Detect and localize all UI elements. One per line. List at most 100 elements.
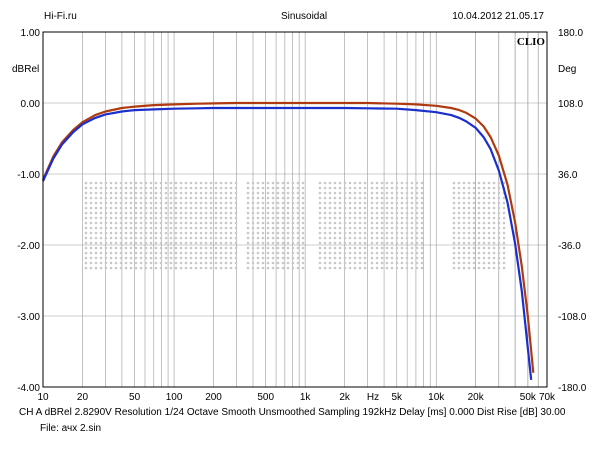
watermark-dot [256,196,260,200]
watermark-dot [94,196,98,200]
watermark-dot [472,226,476,230]
watermark-dot [333,216,337,220]
watermark-dot [179,216,183,220]
watermark-dot [497,181,501,185]
watermark-dot [169,231,173,235]
watermark-dot [169,226,173,230]
watermark-dot [462,236,466,240]
watermark-dot [380,221,384,225]
watermark-dot [462,231,466,235]
watermark-dot [343,221,347,225]
watermark-dot [266,251,270,255]
watermark-dot [84,211,88,215]
watermark-dot [246,236,250,240]
watermark-dot [99,256,103,260]
watermark-dot [204,211,208,215]
watermark-dot [370,251,374,255]
watermark-dot [301,256,305,260]
watermark-dot [380,206,384,210]
watermark-dot [457,211,461,215]
watermark-dot [149,251,153,255]
watermark-dot [99,206,103,210]
watermark-dot [291,216,295,220]
watermark-dot [452,196,456,200]
watermark-dot [129,206,133,210]
watermark-dot [452,206,456,210]
watermark-dot [323,226,327,230]
watermark-dot [214,201,218,205]
watermark-dot [385,206,389,210]
watermark-dot [301,261,305,265]
watermark-dot [358,191,362,195]
watermark-dot [410,196,414,200]
watermark-dot [219,261,223,265]
watermark-dot [194,191,198,195]
watermark-dot [296,201,300,205]
watermark-dot [204,181,208,185]
watermark-dot [281,256,285,260]
watermark-dot [266,241,270,245]
watermark-dot [124,186,128,190]
y2-tick-label: 108.0 [558,99,583,110]
watermark-dot [266,186,270,190]
watermark-dot [89,201,93,205]
watermark-dot [139,266,143,270]
watermark-dot [139,206,143,210]
watermark-dot [271,236,275,240]
watermark-dot [415,181,419,185]
watermark-dot [296,266,300,270]
watermark-dot [291,236,295,240]
watermark-dot [84,216,88,220]
watermark-dot [353,206,357,210]
watermark-dot [159,211,163,215]
watermark-dot [390,181,394,185]
watermark-dot [139,201,143,205]
watermark-dot [487,201,491,205]
watermark-dot [400,216,404,220]
watermark-dot [286,191,290,195]
watermark-dot [328,191,332,195]
watermark-dot [348,181,352,185]
watermark-dot [154,181,158,185]
watermark-dot [420,236,424,240]
watermark-dot [462,206,466,210]
watermark-dot [109,256,113,260]
watermark-dot [343,211,347,215]
watermark-dot [405,196,409,200]
watermark-dot [457,191,461,195]
watermark-dot [502,211,506,215]
watermark-dot [199,226,203,230]
watermark-dot [370,221,374,225]
watermark-dot [482,251,486,255]
watermark-dot [276,181,280,185]
watermark-dot [271,186,275,190]
watermark-dot [124,201,128,205]
y-tick-label: -3.00 [17,312,40,323]
watermark-dot [261,181,265,185]
watermark-dot [291,266,295,270]
watermark-dot [261,256,265,260]
watermark-dot [487,246,491,250]
watermark-dot [129,236,133,240]
watermark-dot [318,196,322,200]
watermark-dot [119,196,123,200]
watermark-dot [502,201,506,205]
watermark-dot [266,266,270,270]
watermark-dot [214,231,218,235]
watermark-dot [129,186,133,190]
watermark-dot [84,201,88,205]
watermark-dot [291,226,295,230]
watermark-dot [492,261,496,265]
watermark-dot [318,231,322,235]
watermark-dot [363,206,367,210]
watermark-dot [214,256,218,260]
watermark-dot [343,266,347,270]
watermark-dot [410,236,414,240]
watermark-dot [251,241,255,245]
watermark-dot [358,201,362,205]
watermark-dot [410,191,414,195]
watermark-dot [482,191,486,195]
watermark-dot [400,231,404,235]
watermark-dot [271,216,275,220]
watermark-dot [271,201,275,205]
